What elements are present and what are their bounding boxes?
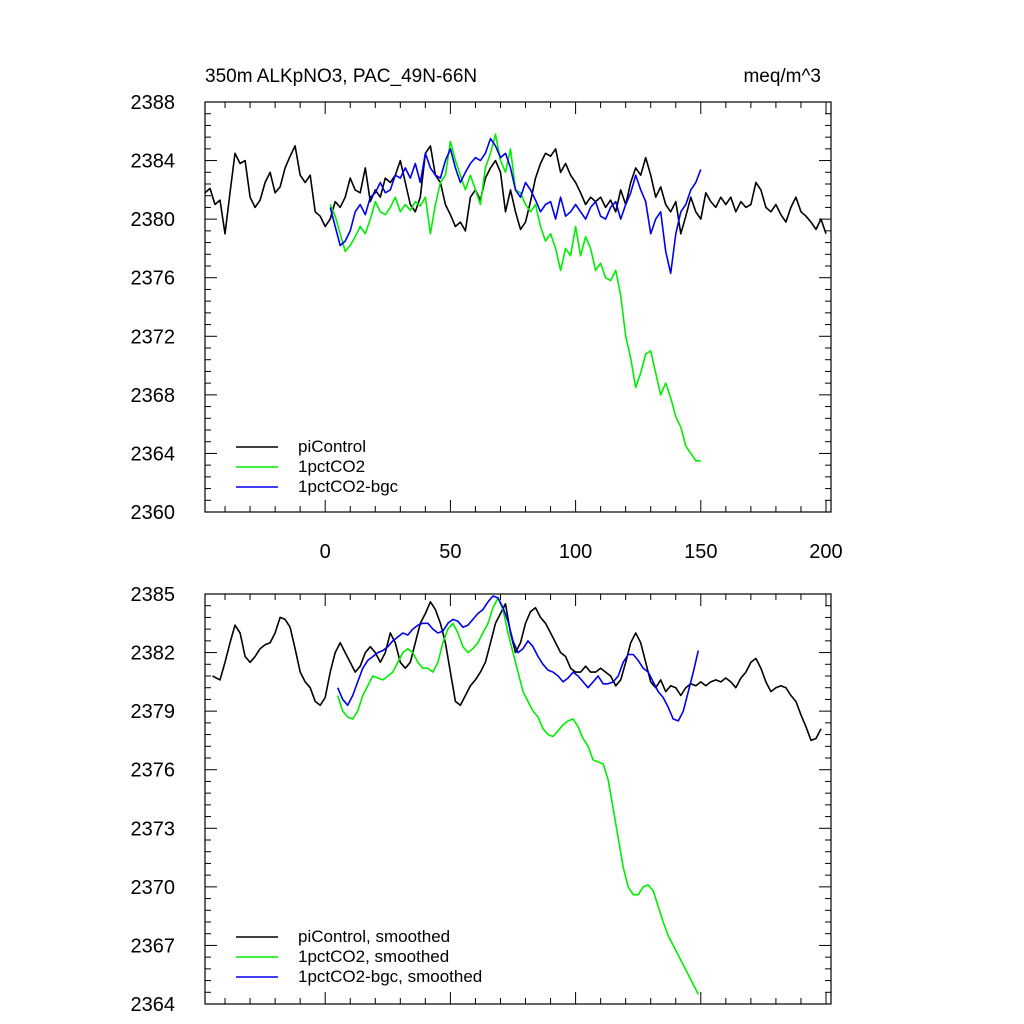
top-panel: 350m ALKpNO3, PAC_49N-66N meq/m^3 0 50 100…: [131, 66, 843, 563]
bottom-axis-ticks: 2364 2367 2370 2373 2376 2379 2382 2385: [131, 584, 831, 1016]
legend-label: 1pctCO2-bgc, smoothed: [298, 967, 482, 986]
y-tick-label: 2382: [131, 643, 176, 665]
series-line-picontrol-smoothed: [212, 600, 822, 742]
y-tick-label: 2367: [131, 935, 176, 957]
top-plot-frame: [204, 101, 832, 513]
y-tick-label: 2364: [131, 994, 176, 1016]
y-tick-label: 2360: [131, 502, 176, 524]
x-tick-label: 50: [439, 541, 461, 563]
y-tick-label: 2376: [131, 760, 176, 782]
top-axis-ticks: 0 50 100 150 200 2360 2364 2368 2372 2376 2380 2384…: [131, 92, 843, 563]
x-tick-label: 100: [559, 541, 592, 563]
bottom-panel: 2364 2367 2370 2373 2376 2379 2382 2385 piContr…: [131, 584, 832, 1016]
legend-label: piControl: [298, 437, 366, 456]
y-tick-label: 2370: [131, 877, 176, 899]
y-tick-label: 2376: [131, 268, 176, 290]
y-tick-label: 2380: [131, 209, 176, 231]
y-tick-label: 2388: [131, 92, 176, 114]
series-line-1pctco2-bgc-smoothed: [336, 595, 700, 722]
bottom-plot-frame: [204, 593, 832, 1005]
y-tick-label: 2368: [131, 385, 176, 407]
x-tick-label: 0: [320, 541, 331, 563]
legend-label: 1pctCO2: [298, 457, 365, 476]
legend-label: piControl, smoothed: [298, 927, 450, 946]
series-line-1pctco2-smoothed: [336, 597, 700, 995]
x-tick-label: 150: [684, 541, 717, 563]
x-tick-label: 200: [809, 541, 842, 563]
y-tick-label: 2372: [131, 326, 176, 348]
top-chart-title: 350m ALKpNO3, PAC_49N-66N: [205, 66, 477, 87]
y-tick-label: 2373: [131, 818, 176, 840]
legend-label: 1pctCO2, smoothed: [298, 947, 449, 966]
top-series-lines: [204, 133, 827, 462]
y-tick-label: 2364: [131, 443, 176, 465]
top-chart-units: meq/m^3: [743, 66, 821, 87]
y-tick-label: 2385: [131, 584, 176, 606]
series-line-picontrol: [204, 145, 827, 235]
y-tick-label: 2384: [131, 151, 176, 173]
series-line-1pctco2-bgc: [329, 137, 702, 275]
y-tick-label: 2379: [131, 701, 176, 723]
bottom-series-lines: [212, 595, 822, 995]
legend-label: 1pctCO2-bgc: [298, 477, 399, 496]
